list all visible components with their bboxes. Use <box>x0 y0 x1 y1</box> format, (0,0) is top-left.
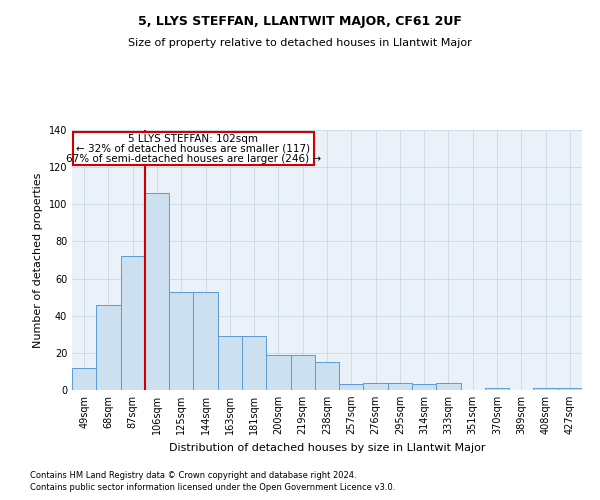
Y-axis label: Number of detached properties: Number of detached properties <box>33 172 43 348</box>
Text: 5, LLYS STEFFAN, LLANTWIT MAJOR, CF61 2UF: 5, LLYS STEFFAN, LLANTWIT MAJOR, CF61 2U… <box>138 15 462 28</box>
Text: 67% of semi-detached houses are larger (246) →: 67% of semi-detached houses are larger (… <box>66 154 321 164</box>
Text: Contains public sector information licensed under the Open Government Licence v3: Contains public sector information licen… <box>30 484 395 492</box>
Bar <box>218 336 242 390</box>
Text: 5 LLYS STEFFAN: 102sqm: 5 LLYS STEFFAN: 102sqm <box>128 134 259 144</box>
FancyBboxPatch shape <box>73 132 314 166</box>
Bar <box>485 388 509 390</box>
Bar <box>145 193 169 390</box>
Bar <box>72 368 96 390</box>
Bar <box>290 354 315 390</box>
Text: Contains HM Land Registry data © Crown copyright and database right 2024.: Contains HM Land Registry data © Crown c… <box>30 471 356 480</box>
Bar <box>436 382 461 390</box>
Bar <box>558 388 582 390</box>
Bar <box>169 292 193 390</box>
Bar <box>364 382 388 390</box>
Bar <box>242 336 266 390</box>
Bar <box>412 384 436 390</box>
Bar <box>266 354 290 390</box>
Bar <box>121 256 145 390</box>
Bar <box>96 304 121 390</box>
Bar <box>533 388 558 390</box>
Bar <box>339 384 364 390</box>
Bar <box>388 382 412 390</box>
Bar <box>193 292 218 390</box>
X-axis label: Distribution of detached houses by size in Llantwit Major: Distribution of detached houses by size … <box>169 442 485 452</box>
Text: Size of property relative to detached houses in Llantwit Major: Size of property relative to detached ho… <box>128 38 472 48</box>
Text: ← 32% of detached houses are smaller (117): ← 32% of detached houses are smaller (11… <box>76 144 310 154</box>
Bar <box>315 362 339 390</box>
